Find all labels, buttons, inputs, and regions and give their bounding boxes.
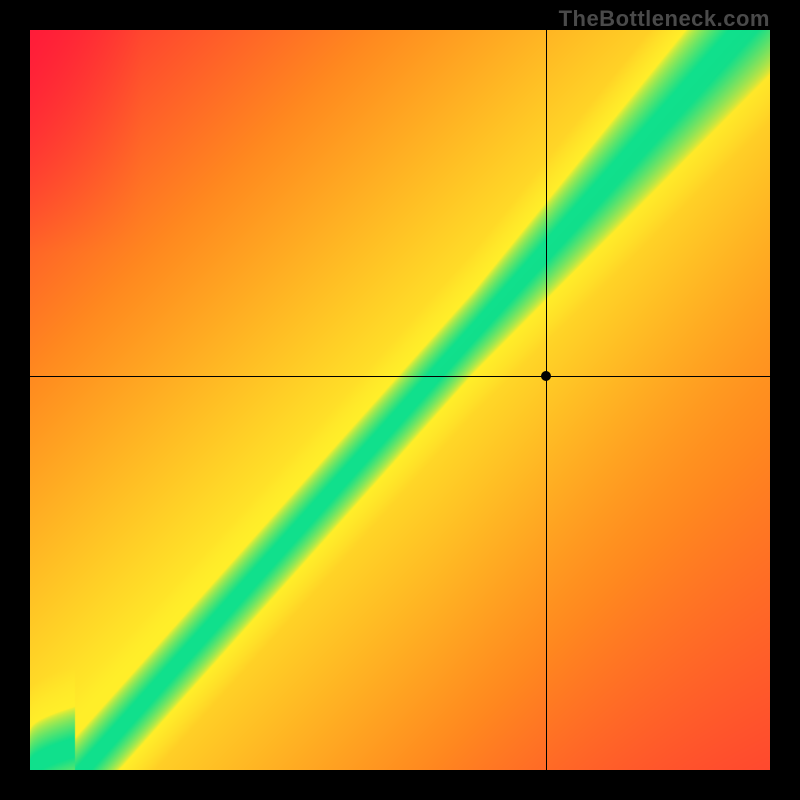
heatmap-plot (30, 30, 770, 770)
heatmap-canvas (30, 30, 770, 770)
crosshair-marker (541, 371, 551, 381)
chart-frame: TheBottleneck.com (0, 0, 800, 800)
crosshair-horizontal (30, 376, 770, 377)
watermark-text: TheBottleneck.com (559, 6, 770, 32)
crosshair-vertical (546, 30, 547, 770)
